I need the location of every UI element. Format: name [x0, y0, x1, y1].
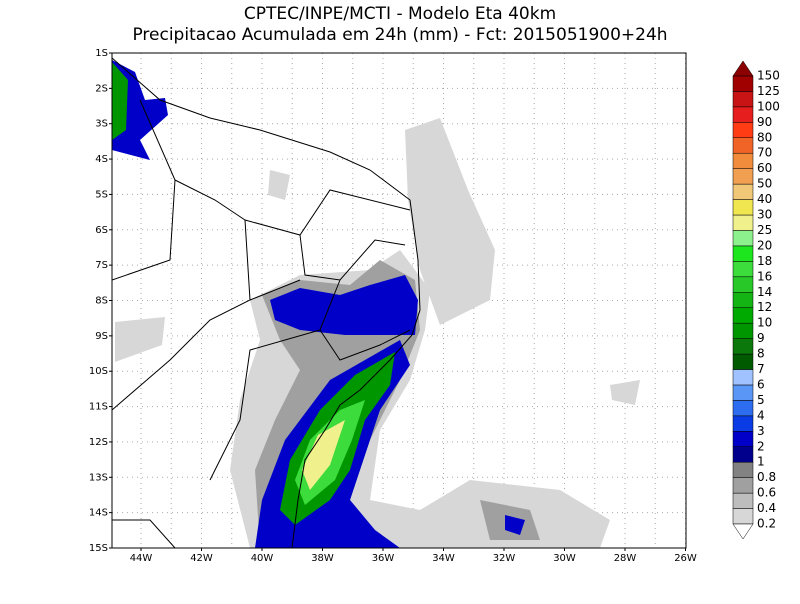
colorbar-box: [732, 384, 754, 401]
colorbar-label: 50: [757, 177, 772, 191]
colorbar-box: [732, 461, 754, 478]
colorbar-box: [732, 369, 754, 386]
colorbar-box: [732, 230, 754, 247]
colorbar-label: 100: [757, 99, 780, 113]
colorbar-label: 90: [757, 115, 772, 129]
lat-label: 10S: [89, 366, 108, 377]
colorbar-label: 6: [757, 377, 765, 391]
colorbar-box: [732, 168, 754, 185]
colorbar-box: [732, 508, 754, 525]
lon-label: 34W: [432, 553, 455, 564]
colorbar-label: 4: [757, 408, 765, 422]
lat-label: 14S: [89, 508, 108, 519]
colorbar-box: [732, 261, 754, 278]
colorbar-box: [732, 400, 754, 417]
colorbar-box: [732, 276, 754, 293]
colorbar-label: 30: [757, 208, 772, 222]
colorbar-label: 1: [757, 455, 765, 469]
colorbar-label: 9: [757, 331, 765, 345]
lon-label: 44W: [130, 553, 153, 564]
lat-label: 13S: [89, 472, 108, 483]
colorbar-box: [732, 137, 754, 154]
lat-label: 7S: [95, 260, 108, 271]
colorbar-label: 0.6: [757, 486, 776, 500]
colorbar-label: 12: [757, 300, 772, 314]
lat-label: 9S: [95, 331, 108, 342]
colorbar-box: [732, 492, 754, 509]
colorbar-label: 0.2: [757, 517, 776, 531]
lat-label: 8S: [95, 296, 108, 307]
lat-label: 4S: [95, 154, 108, 165]
title-line: CPTEC/INPE/MCTI - Modelo Eta 40km: [244, 4, 556, 24]
lat-label: 2S: [95, 83, 108, 94]
colorbar-label: 18: [757, 254, 772, 268]
title-line: Precipitacao Acumulada em 24h (mm) - Fct…: [132, 25, 667, 45]
colorbar-label: 80: [757, 130, 772, 144]
colorbar-label: 3: [757, 424, 765, 438]
colorbar-box: [732, 292, 754, 308]
lat-label: 11S: [89, 402, 108, 413]
colorbar-box: [732, 338, 754, 355]
lon-label: 28W: [614, 553, 637, 564]
colorbar-box: [732, 106, 754, 123]
colorbar-box: [732, 199, 754, 216]
colorbar-label: 2: [757, 439, 765, 453]
colorbar-box: [732, 322, 754, 339]
colorbar-label: 5: [757, 393, 765, 407]
colorbar-box: [732, 183, 754, 200]
colorbar-over: [732, 60, 754, 77]
colorbar-box: [732, 152, 754, 169]
colorbar-label: 25: [757, 223, 772, 237]
colorbar-label: 70: [757, 146, 772, 160]
lon-label: 40W: [251, 553, 274, 564]
colorbar-box: [732, 91, 754, 108]
colorbar-box: [732, 415, 754, 432]
map-area: [112, 53, 686, 548]
lon-label: 30W: [553, 553, 576, 564]
lat-label: 12S: [89, 437, 108, 448]
colorbar-label: 8: [757, 347, 765, 361]
colorbar-label: 40: [757, 192, 772, 206]
colorbar-box: [732, 307, 754, 324]
lon-label: 38W: [311, 553, 334, 564]
colorbar-under: [732, 523, 754, 540]
lat-label: 3S: [95, 119, 108, 130]
colorbar-label: 10: [757, 316, 772, 330]
lon-label: 32W: [493, 553, 516, 564]
colorbar-box: [732, 122, 754, 139]
lon-label: 36W: [372, 553, 395, 564]
lat-label: 5S: [95, 189, 108, 200]
lon-label: 42W: [190, 553, 213, 564]
colorbar-box: [732, 214, 754, 231]
colorbar-label: 150: [757, 68, 780, 82]
colorbar-box: [732, 477, 754, 494]
lat-label: 15S: [89, 543, 108, 554]
lat-label: 1S: [95, 48, 108, 59]
precip-yellow: [302, 420, 345, 490]
colorbar-label: 20: [757, 238, 772, 252]
colorbar-label: 7: [757, 362, 765, 376]
coastline: [112, 57, 421, 548]
colorbar-label: 60: [757, 161, 772, 175]
lon-label: 26W: [674, 553, 697, 564]
colorbar-box: [732, 353, 754, 370]
colorbar-label: 14: [757, 285, 772, 299]
colorbar-label: 125: [757, 84, 780, 98]
colorbar-box: [732, 446, 754, 463]
colorbar-label: 16: [757, 269, 772, 283]
colorbar-box: [732, 245, 754, 262]
colorbar-label: 0.4: [757, 501, 776, 515]
lat-label: 6S: [95, 225, 108, 236]
colorbar-box: [732, 75, 754, 92]
colorbar-label: 0.8: [757, 470, 776, 484]
colorbar-box: [732, 431, 754, 447]
